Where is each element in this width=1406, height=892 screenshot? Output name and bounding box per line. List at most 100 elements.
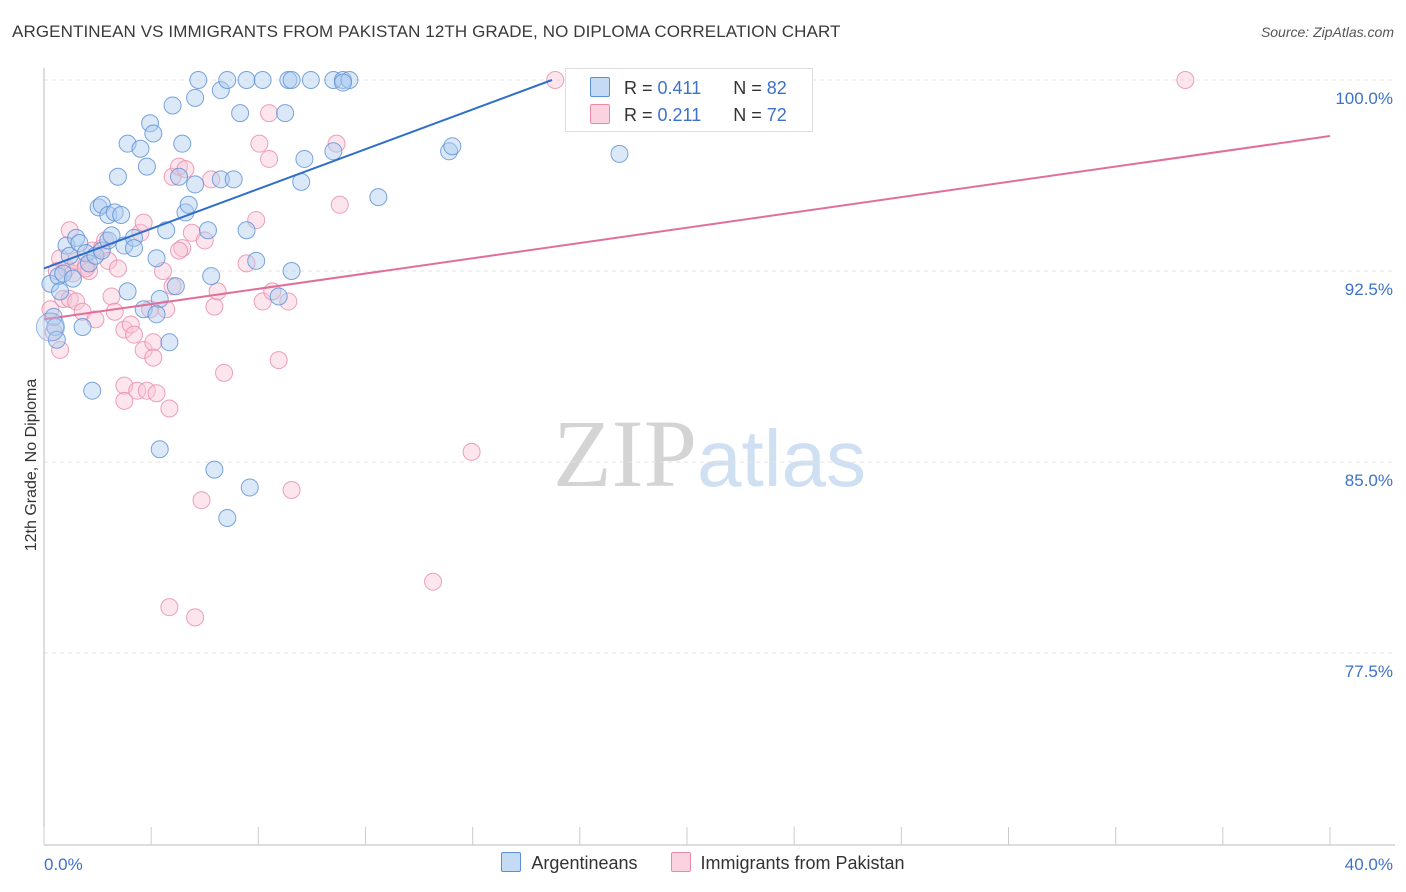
- pakistan-point: [170, 241, 189, 260]
- pakistan-point: [208, 282, 227, 301]
- argentinean-point: [80, 254, 99, 273]
- pakistan-point: [102, 287, 121, 306]
- pakistan-point: [160, 399, 179, 418]
- pakistan-point: [157, 300, 176, 319]
- blue-swatch: [501, 852, 522, 872]
- legend-label: Argentineans: [531, 853, 638, 873]
- pink-swatch: [590, 104, 610, 124]
- legend-item-pakistan[interactable]: Immigrants from Pakistan: [670, 852, 905, 874]
- n-label: N =: [733, 78, 767, 98]
- pakistan-point: [147, 384, 166, 403]
- argentinean-point: [295, 149, 314, 168]
- pakistan-point: [144, 333, 163, 352]
- stats-legend: R = 0.411 N = 82 R = 0.211 N = 72: [565, 68, 813, 132]
- pakistan-point: [60, 221, 79, 240]
- pakistan-point: [128, 381, 147, 400]
- pakistan-point: [134, 340, 153, 359]
- argentinean-point: [73, 318, 92, 337]
- pakistan-point: [121, 315, 140, 334]
- y-tick-label: 100.0%: [1335, 89, 1393, 108]
- r-value: 0.211: [657, 105, 702, 125]
- argentinean-point: [150, 440, 169, 459]
- r-label: R =: [624, 78, 658, 98]
- argentinean-point: [131, 139, 150, 158]
- argentinean-point: [218, 71, 237, 89]
- argentinean-point: [125, 239, 144, 258]
- argentinean-point: [211, 170, 230, 189]
- pakistan-point: [186, 608, 205, 627]
- r-value: 0.411: [657, 78, 702, 98]
- argentinean-point: [51, 282, 70, 301]
- pakistan-point: [1176, 71, 1195, 89]
- pakistan-point: [192, 491, 211, 510]
- watermark-atlas: atlas: [697, 414, 866, 503]
- argentinean-point: [282, 262, 301, 280]
- argentinean-point: [150, 290, 169, 309]
- r-label: R =: [624, 105, 658, 125]
- argentinean-point: [67, 228, 86, 247]
- argentinean-point: [440, 142, 459, 161]
- argentinean-point: [324, 142, 343, 161]
- argentinean-point: [137, 157, 156, 176]
- n-value: 72: [766, 105, 787, 125]
- argentinean-point: [205, 460, 224, 479]
- pakistan-point: [260, 149, 279, 168]
- pakistan-point: [330, 195, 349, 214]
- blue-swatch: [590, 77, 610, 97]
- argentinean-point: [240, 478, 259, 497]
- argentinean-point: [118, 282, 137, 301]
- argentinean-point: [301, 71, 320, 89]
- n-value: 82: [766, 78, 787, 98]
- source-label: Source: ZipAtlas.com: [1260, 24, 1394, 40]
- argentinean-trend-line: [43, 79, 553, 270]
- argentinean-point: [198, 221, 217, 240]
- argentinean-point: [147, 249, 166, 268]
- argentinean-point: [282, 71, 301, 89]
- argentinean-point: [147, 305, 166, 324]
- argentinean-point: [218, 509, 237, 528]
- argentinean-point: [179, 195, 198, 214]
- y-axis-label: 12th Grade, No Diploma: [23, 378, 40, 552]
- argentinean-point: [276, 104, 295, 123]
- argentinean-point: [610, 144, 629, 163]
- argentinean-point: [63, 269, 82, 288]
- pakistan-point: [105, 302, 124, 321]
- argentinean-point: [333, 73, 352, 92]
- watermark: ZIPatlas: [553, 398, 866, 509]
- stats-row-pakistan: R = 0.211 N = 72: [590, 104, 787, 126]
- pakistan-point: [144, 348, 163, 367]
- argentinean-point: [186, 88, 205, 107]
- legend-item-argentineans[interactable]: Argentineans: [501, 852, 638, 874]
- chart-title: ARGENTINEAN VS IMMIGRANTS FROM PAKISTAN …: [12, 22, 841, 41]
- pakistan-trend-line: [43, 135, 1331, 321]
- pakistan-point: [51, 340, 70, 359]
- pakistan-point: [202, 170, 221, 189]
- pink-swatch: [670, 852, 691, 872]
- argentinean-point: [202, 267, 221, 286]
- pakistan-point: [215, 363, 234, 382]
- argentinean-point: [112, 205, 131, 224]
- pakistan-point: [282, 481, 301, 500]
- n-label: N =: [733, 105, 767, 125]
- argentinean-point: [186, 175, 205, 194]
- argentinean-point: [170, 167, 189, 186]
- argentinean-point: [54, 264, 73, 283]
- pakistan-point: [269, 351, 288, 370]
- argentinean-point: [189, 71, 208, 89]
- argentinean-point: [443, 137, 462, 156]
- pakistan-point: [250, 134, 269, 153]
- pakistan-point: [260, 104, 279, 123]
- argentinean-point: [166, 277, 185, 296]
- argentinean-point: [160, 333, 179, 352]
- legend-label: Immigrants from Pakistan: [700, 853, 905, 873]
- y-tick-label: 77.5%: [1345, 662, 1393, 681]
- argentinean-point: [369, 188, 388, 207]
- pakistan-point: [160, 598, 179, 617]
- pakistan-point: [279, 292, 298, 311]
- x-tick-label: 0.0%: [44, 855, 83, 874]
- watermark-zip: ZIP: [553, 400, 697, 507]
- argentinean-point: [237, 221, 256, 240]
- argentinean-point: [247, 251, 266, 270]
- x-tick-label: 40.0%: [1345, 855, 1393, 874]
